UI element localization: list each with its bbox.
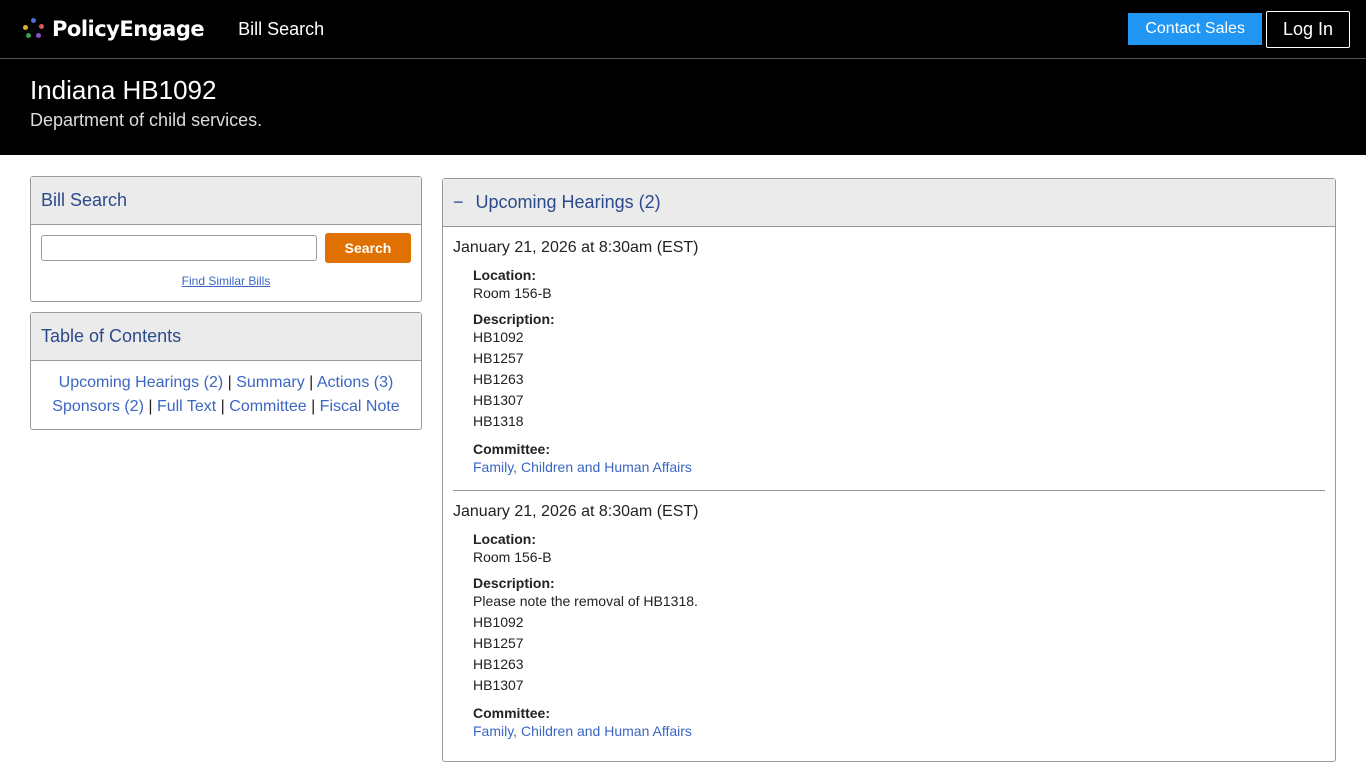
description-line: HB1263 [473,371,524,387]
hearing-item: January 21, 2026 at 8:30am (EST) Locatio… [453,503,1325,742]
hearings-title: Upcoming Hearings (2) [475,192,661,212]
hearing-item: January 21, 2026 at 8:30am (EST) Locatio… [453,239,1325,491]
committee-label: Committee: [473,441,551,457]
find-similar-bills-link[interactable]: Find Similar Bills [181,274,271,288]
hearing-date: January 21, 2026 at 8:30am (EST) [453,503,699,520]
hearing-date: January 21, 2026 at 8:30am (EST) [453,239,699,256]
page-title: Indiana HB1092 [30,75,217,105]
toc-full-text[interactable]: Full Text [156,398,217,415]
description-line: HB1092 [473,614,524,630]
toc-upcoming-hearings[interactable]: Upcoming Hearings (2) [58,374,224,391]
toc-committee[interactable]: Committee [229,398,307,415]
brand-name: PolicyEngage [52,17,205,41]
divider [453,490,1325,491]
description-line: HB1307 [473,392,524,408]
toc-panel: Table of Contents Upcoming Hearings (2) … [30,312,422,430]
brand-logo[interactable]: PolicyEngage [22,17,205,41]
search-input[interactable] [41,235,317,261]
nav-bill-search[interactable]: Bill Search [238,18,325,39]
collapse-icon[interactable]: − [453,192,464,212]
description-line: Please note the removal of HB1318. [473,593,698,609]
hearings-header[interactable]: − Upcoming Hearings (2) [443,179,1335,227]
contact-sales-button[interactable]: Contact Sales [1128,13,1262,45]
panel-title: Table of Contents [31,313,421,361]
description-line: HB1257 [473,635,524,651]
toc-actions[interactable]: Actions (3) [316,374,394,391]
toc-sponsors[interactable]: Sponsors (2) [52,398,144,415]
committee-link[interactable]: Family, Children and Human Affairs [473,459,692,475]
location-value: Room 156-B [473,285,552,301]
description-label: Description: [473,311,555,327]
panel-title: Bill Search [31,177,421,225]
committee-link[interactable]: Family, Children and Human Affairs [473,723,692,739]
description-line: HB1318 [473,413,524,429]
description-line: HB1092 [473,329,524,345]
description-line: HB1257 [473,350,524,366]
logo-dots-icon [22,17,46,41]
description-label: Description: [473,575,555,591]
location-label: Location: [473,267,536,283]
bill-search-panel: Bill Search Search Find Similar Bills [30,176,422,302]
location-value: Room 156-B [473,549,552,565]
top-nav: PolicyEngage Bill Search Contact Sales L… [0,0,1366,59]
toc-summary[interactable]: Summary [236,374,305,391]
page-subtitle: Department of child services. [30,110,263,130]
upcoming-hearings-panel: − Upcoming Hearings (2) January 21, 2026… [442,178,1336,762]
location-label: Location: [473,531,536,547]
description-line: HB1307 [473,677,524,693]
description-line: HB1263 [473,656,524,672]
search-button[interactable]: Search [325,233,411,263]
committee-label: Committee: [473,705,551,721]
log-in-button[interactable]: Log In [1265,11,1350,48]
toc-fiscal-note[interactable]: Fiscal Note [319,398,400,415]
bill-header: Indiana HB1092 Department of child servi… [0,59,1366,155]
